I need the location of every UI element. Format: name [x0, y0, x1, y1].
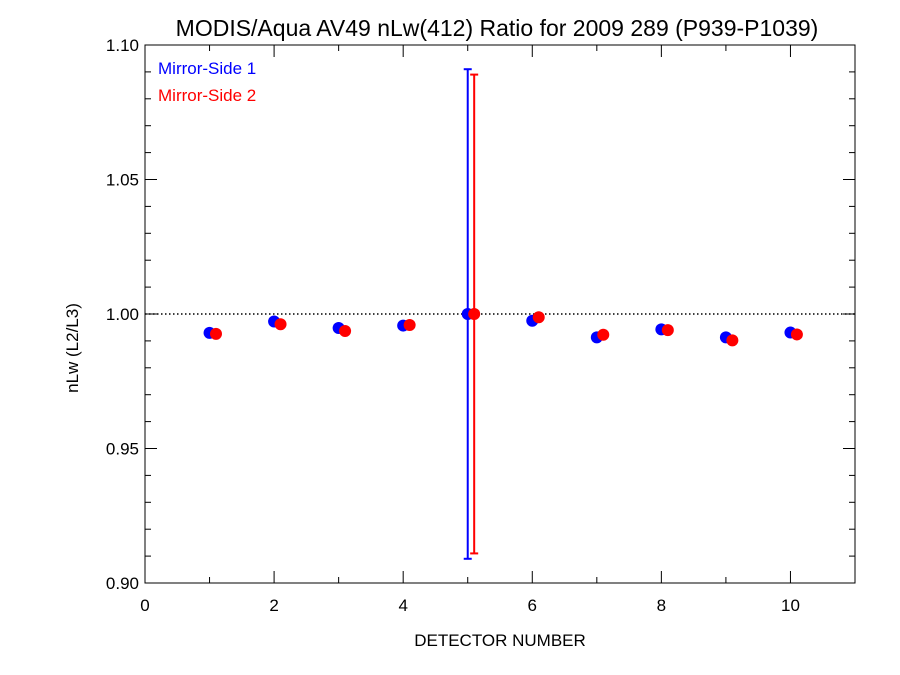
data-points [203, 308, 803, 347]
plot-frame [144, 44, 856, 584]
data-point-series-2 [403, 319, 416, 332]
legend-entry-1: Mirror-Side 1 [158, 59, 256, 78]
x-tick-label: 6 [528, 596, 537, 615]
data-point-series-2 [274, 318, 287, 331]
x-tick-label: 4 [398, 596, 407, 615]
x-tick-label: 10 [781, 596, 800, 615]
data-point-series-2 [790, 328, 803, 341]
chart-title: MODIS/Aqua AV49 nLw(412) Ratio for 2009 … [176, 15, 819, 41]
data-point-series-2 [468, 308, 481, 320]
plot-border [144, 44, 856, 584]
x-tick-label: 2 [269, 596, 278, 615]
y-tick-label: 0.95 [106, 440, 139, 459]
x-tick-label: 0 [140, 596, 149, 615]
x-axis-label: DETECTOR NUMBER [414, 631, 586, 650]
data-point-series-2 [597, 328, 610, 341]
y-axis: 0.90 0.95 1.00 1.05 1.10 [106, 36, 855, 593]
x-axis: 0 2 4 6 8 10 [140, 45, 856, 615]
y-axis-label: nLw (L2/L3) [63, 303, 82, 393]
data-point-series-2 [726, 334, 739, 347]
y-tick-label: 1.10 [106, 36, 139, 55]
data-point-series-2 [532, 311, 545, 324]
y-tick-label: 1.00 [106, 305, 139, 324]
data-point-series-2 [661, 324, 674, 337]
legend-entry-2: Mirror-Side 2 [158, 86, 256, 105]
data-point-series-2 [339, 324, 352, 337]
legend: Mirror-Side 1 Mirror-Side 2 [158, 59, 256, 105]
y-tick-label: 1.05 [106, 171, 139, 190]
data-point-series-2 [210, 327, 222, 340]
y-tick-label: 0.90 [106, 574, 139, 593]
x-tick-label: 8 [657, 596, 666, 615]
